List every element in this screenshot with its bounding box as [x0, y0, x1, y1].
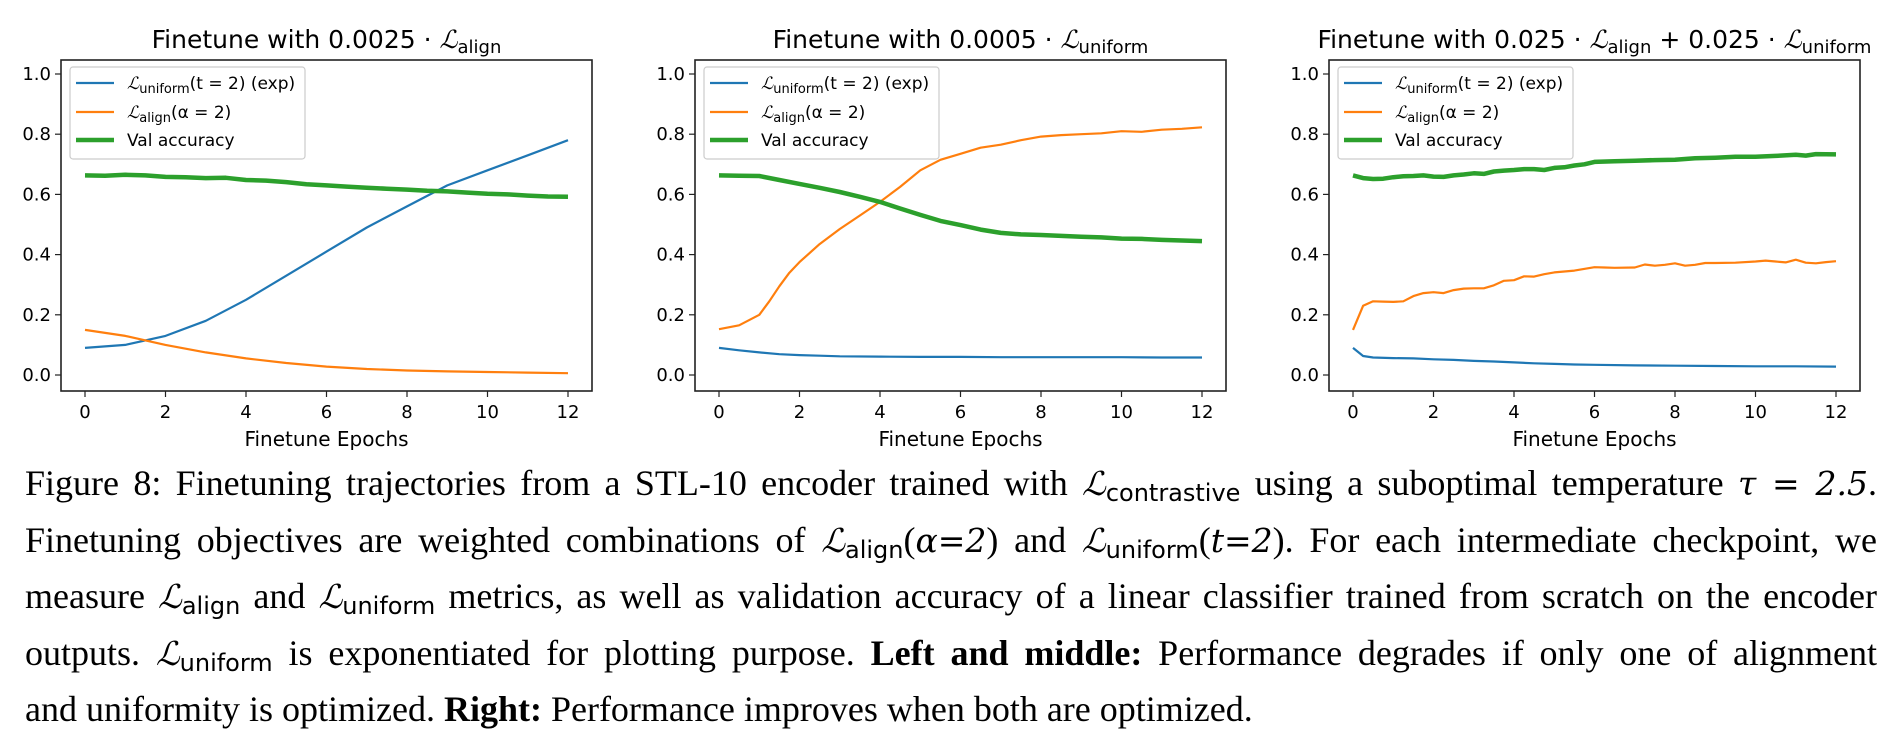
figure-caption: Figure 8: Finetuning trajectories from a…: [25, 460, 1877, 733]
x-tick-label: 2: [794, 402, 805, 423]
legend: ℒuniform(t = 2) (exp) ℒalign(α = 2) Val ac…: [703, 66, 940, 160]
chart-title: Finetune with 0.025 · ℒalign + 0.025 · ℒ…: [1318, 25, 1872, 58]
x-tick-label: 10: [1744, 402, 1767, 423]
x-tick-label: 8: [1669, 402, 1680, 423]
x-tick-label: 0: [79, 402, 90, 423]
series-line-uniform: [718, 346, 1202, 359]
legend-entry-label: Val accuracy: [1395, 131, 1503, 151]
x-axis-label: Finetune Epochs: [244, 427, 408, 450]
legend-entry-label: ℒalign(α = 2): [1395, 103, 1499, 126]
caption-math-expr: t=2: [1210, 520, 1273, 560]
x-tick-label: 8: [401, 402, 412, 423]
x-tick-label: 4: [240, 402, 251, 423]
caption-bold-label: Left and middle:: [870, 632, 1143, 673]
y-tick-label: 0.6: [656, 184, 685, 205]
x-tick-label: 6: [321, 402, 332, 423]
figure-panels: Finetune with 0.0025 · ℒalign 0.0 0.2 0.4 0.…: [22, 25, 1871, 450]
legend-entry-label: Val accuracy: [127, 131, 235, 151]
caption-line: Figure 8: Finetuning trajectories from a…: [25, 463, 1877, 507]
x-tick-label: 2: [1428, 402, 1439, 423]
caption-math-symbol: ℒuniform: [318, 577, 436, 620]
legend-frame: [703, 66, 940, 160]
axes-frame: [694, 59, 1227, 392]
x-tick-label: 12: [557, 402, 580, 423]
y-tick-label: 0.2: [656, 305, 685, 326]
y-tick-label: 0.8: [1290, 124, 1319, 145]
legend: ℒuniform(t = 2) (exp) ℒalign(α = 2) Val ac…: [69, 66, 306, 160]
y-tick-label: 1.0: [22, 64, 51, 85]
axes-frame: [60, 59, 593, 392]
chart-panel-2: Finetune with 0.0005 · ℒuniform 0.0 0.2 0.4…: [656, 25, 1227, 450]
legend-entry-label: ℒuniform(t = 2) (exp): [1395, 74, 1563, 97]
x-tick-label: 10: [476, 402, 499, 423]
y-tick-label: 0.0: [1290, 365, 1319, 386]
y-tick-label: 0.6: [22, 184, 51, 205]
caption-math-symbol: ℒcontrastive: [1082, 464, 1241, 507]
caption-math-expr: α=2: [915, 520, 987, 560]
x-axis-label: Finetune Epochs: [1512, 427, 1676, 450]
caption-line: measure ℒalign and ℒuniform metrics, as …: [25, 576, 1878, 620]
x-tick-label: 4: [874, 402, 885, 423]
caption-math-symbol: ℒuniform: [1081, 520, 1199, 564]
x-tick-label: 0: [1347, 402, 1358, 423]
legend-frame: [69, 66, 306, 160]
y-tick-label: 0.8: [656, 124, 685, 145]
plot-area: [1351, 151, 1837, 368]
y-tick-label: 0.0: [656, 365, 685, 386]
series-line-val-accuracy: [1352, 151, 1837, 182]
chart-title: Finetune with 0.0005 · ℒuniform: [773, 25, 1149, 58]
legend-entry-label: Val accuracy: [761, 131, 869, 151]
legend-entry-label: ℒalign(α = 2): [127, 103, 231, 126]
series-line-val-accuracy: [718, 173, 1203, 244]
x-tick-label: 0: [713, 402, 724, 423]
plot-area: [718, 126, 1203, 359]
x-axis-label: Finetune Epochs: [878, 427, 1042, 450]
x-tick-label: 12: [1825, 402, 1848, 423]
x-tick-label: 2: [160, 402, 171, 423]
series-line-align: [84, 328, 569, 375]
x-tick-label: 4: [1508, 402, 1519, 423]
caption-math-symbol: ℒalign: [821, 520, 904, 564]
axes-frame: [1328, 59, 1861, 392]
y-tick-label: 0.2: [1290, 305, 1319, 326]
x-tick-label: 6: [1589, 402, 1600, 423]
chart-panel-1: Finetune with 0.0025 · ℒalign 0.0 0.2 0.4 0.…: [22, 25, 593, 450]
y-tick-label: 0.6: [1290, 184, 1319, 205]
y-tick-label: 0.4: [22, 245, 51, 266]
series-line-align: [718, 126, 1203, 331]
series-line-uniform: [84, 139, 569, 349]
caption-bold-label: Right:: [443, 689, 542, 729]
legend-entry-label: ℒuniform(t = 2) (exp): [127, 74, 295, 97]
x-tick-label: 8: [1035, 402, 1046, 423]
chart-title: Finetune with 0.0025 · ℒalign: [152, 25, 502, 58]
x-tick-label: 6: [955, 402, 966, 423]
x-tick-label: 12: [1191, 402, 1214, 423]
series-line-val-accuracy: [84, 172, 569, 200]
legend-entry-label: ℒuniform(t = 2) (exp): [761, 74, 929, 97]
y-tick-label: 0.4: [1290, 245, 1319, 266]
legend-entry-label: ℒalign(α = 2): [761, 103, 865, 126]
y-tick-label: 0.4: [656, 245, 685, 266]
x-tick-label: 10: [1110, 402, 1133, 423]
caption-math-symbol: ℒalign: [158, 577, 241, 620]
caption-line: and uniformity is optimized. Right: Perf…: [25, 689, 1253, 729]
series-line-uniform: [1352, 347, 1837, 368]
caption-math-symbol: ℒuniform: [155, 633, 273, 677]
chart-panel-3: Finetune with 0.025 · ℒalign + 0.025 · ℒ…: [1290, 25, 1871, 450]
legend-frame: [1337, 66, 1574, 160]
y-tick-label: 1.0: [656, 64, 685, 85]
caption-line: outputs. ℒuniform is exponentiated for p…: [25, 632, 1877, 677]
caption-line: Finetuning objectives are weighted combi…: [25, 519, 1878, 564]
plot-area: [84, 139, 569, 375]
y-tick-label: 0.8: [22, 124, 51, 145]
y-tick-label: 0.0: [22, 365, 51, 386]
caption-math-expr: τ = 2.5: [1737, 464, 1868, 503]
legend: ℒuniform(t = 2) (exp) ℒalign(α = 2) Val ac…: [1337, 66, 1574, 160]
series-line-align: [1351, 258, 1837, 331]
y-tick-label: 0.2: [22, 305, 51, 326]
y-tick-label: 1.0: [1290, 64, 1319, 85]
